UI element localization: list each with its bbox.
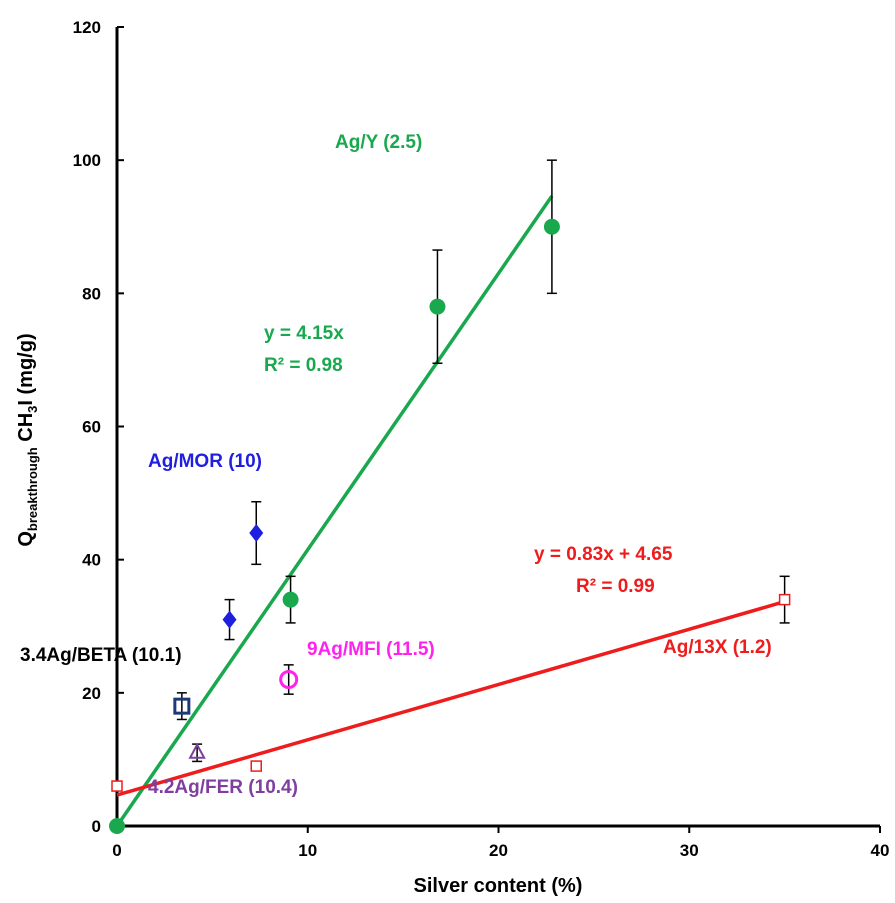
data-point — [111, 780, 123, 792]
series-label-ag-13x: Ag/13X (1.2) — [663, 637, 772, 658]
fit-equation-ag-13x: y = 0.83x + 4.65 — [534, 544, 673, 565]
y-tick-label: 0 — [92, 817, 101, 836]
data-point — [109, 818, 125, 834]
x-tick-label: 0 — [112, 841, 121, 860]
fit-lines — [115, 194, 786, 827]
data-point — [222, 610, 237, 629]
data-point — [173, 697, 191, 715]
data-points — [109, 218, 791, 834]
data-point — [249, 524, 264, 543]
data-point — [429, 298, 446, 315]
fit-r2-ag-y: R² = 0.98 — [264, 355, 343, 376]
data-point — [188, 742, 206, 759]
y-tick-label: 60 — [82, 418, 101, 437]
fit-equation-ag-y: y = 4.15x — [264, 323, 344, 344]
x-axis-label: Silver content (%) — [414, 875, 583, 897]
annotations: Ag/Y (2.5) y = 4.15x R² = 0.98 Ag/MOR (1… — [20, 132, 772, 798]
axes: 0 20 40 60 80 100 120 0 10 20 30 40 — [73, 18, 890, 860]
y-axis-label: Qbreakthrough CH3I (mg/g) — [15, 333, 40, 546]
data-point — [778, 593, 791, 606]
fit-line — [116, 599, 786, 797]
fit-r2-ag-13x: R² = 0.99 — [576, 576, 655, 597]
series-label-ag-mor: Ag/MOR (10) — [148, 451, 262, 472]
y-tick-label: 20 — [82, 684, 101, 703]
error-bars — [176, 159, 790, 763]
x-tick-label: 40 — [871, 841, 890, 860]
y-tick-label: 80 — [82, 284, 101, 303]
fit-line — [115, 194, 554, 827]
data-point — [282, 591, 299, 608]
data-point — [250, 760, 262, 772]
data-point — [279, 670, 299, 690]
y-tick-label: 40 — [82, 551, 101, 570]
x-tick-label: 20 — [489, 841, 508, 860]
data-point — [543, 218, 560, 235]
series-label-ag-beta: 3.4Ag/BETA (10.1) — [20, 645, 182, 666]
y-tick-label: 120 — [73, 18, 101, 37]
series-label-ag-fer: 4.2Ag/FER (10.4) — [148, 777, 298, 798]
x-tick-label: 10 — [298, 841, 317, 860]
y-tick-label: 100 — [73, 151, 101, 170]
series-label-ag-y: Ag/Y (2.5) — [335, 132, 422, 153]
x-tick-label: 30 — [680, 841, 699, 860]
series-label-ag-mfi: 9Ag/MFI (11.5) — [307, 639, 435, 660]
